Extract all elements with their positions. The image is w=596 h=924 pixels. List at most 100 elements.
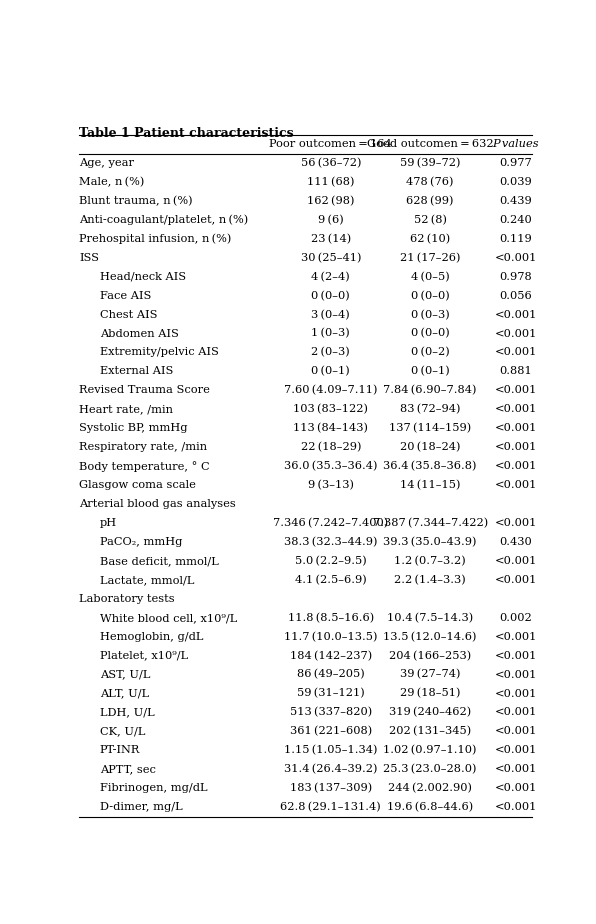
Text: 22 (18–29): 22 (18–29) xyxy=(300,442,361,453)
Text: 0 (0–0): 0 (0–0) xyxy=(312,290,350,301)
Text: 39 (27–74): 39 (27–74) xyxy=(400,669,461,680)
Text: 9 (6): 9 (6) xyxy=(318,214,344,225)
Text: 5.0 (2.2–9.5): 5.0 (2.2–9.5) xyxy=(295,555,367,566)
Text: ISS: ISS xyxy=(79,253,99,262)
Text: Good outcomen = 632: Good outcomen = 632 xyxy=(367,139,493,149)
Text: 59 (31–121): 59 (31–121) xyxy=(297,688,365,699)
Text: 11.7 (10.0–13.5): 11.7 (10.0–13.5) xyxy=(284,631,378,642)
Text: <0.001: <0.001 xyxy=(495,556,537,565)
Text: 162 (98): 162 (98) xyxy=(307,196,355,206)
Text: Platelet, x10⁹/L: Platelet, x10⁹/L xyxy=(100,650,188,661)
Text: 113 (84–143): 113 (84–143) xyxy=(293,423,368,433)
Text: External AIS: External AIS xyxy=(100,367,173,376)
Text: 0.439: 0.439 xyxy=(499,196,532,206)
Text: 202 (131–345): 202 (131–345) xyxy=(389,726,471,736)
Text: 62.8 (29.1–131.4): 62.8 (29.1–131.4) xyxy=(281,802,381,812)
Text: <0.001: <0.001 xyxy=(495,480,537,490)
Text: Body temperature, ° C: Body temperature, ° C xyxy=(79,461,210,471)
Text: pH: pH xyxy=(100,518,117,528)
Text: Hemoglobin, g/dL: Hemoglobin, g/dL xyxy=(100,632,203,641)
Text: 83 (72–94): 83 (72–94) xyxy=(400,404,461,415)
Text: 0 (0–3): 0 (0–3) xyxy=(411,310,449,320)
Text: Fibrinogen, mg/dL: Fibrinogen, mg/dL xyxy=(100,784,207,793)
Text: <0.001: <0.001 xyxy=(495,310,537,320)
Text: 0.056: 0.056 xyxy=(499,291,532,300)
Text: PT-INR: PT-INR xyxy=(100,746,140,755)
Text: <0.001: <0.001 xyxy=(495,405,537,414)
Text: Base deficit, mmol/L: Base deficit, mmol/L xyxy=(100,556,219,565)
Text: Head/neck AIS: Head/neck AIS xyxy=(100,272,186,282)
Text: 62 (10): 62 (10) xyxy=(410,234,451,244)
Text: 628 (99): 628 (99) xyxy=(406,196,454,206)
Text: 29 (18–51): 29 (18–51) xyxy=(400,688,461,699)
Text: <0.001: <0.001 xyxy=(495,632,537,641)
Text: <0.001: <0.001 xyxy=(495,764,537,774)
Text: 513 (337–820): 513 (337–820) xyxy=(290,707,372,718)
Text: 59 (39–72): 59 (39–72) xyxy=(400,158,461,168)
Text: <0.001: <0.001 xyxy=(495,461,537,471)
Text: 4.1 (2.5–6.9): 4.1 (2.5–6.9) xyxy=(295,575,367,585)
Text: 21 (17–26): 21 (17–26) xyxy=(400,252,461,263)
Text: 478 (76): 478 (76) xyxy=(406,176,454,188)
Text: CK, U/L: CK, U/L xyxy=(100,726,145,736)
Text: 23 (14): 23 (14) xyxy=(311,234,351,244)
Text: <0.001: <0.001 xyxy=(495,650,537,661)
Text: 38.3 (32.3–44.9): 38.3 (32.3–44.9) xyxy=(284,537,378,547)
Text: Glasgow coma scale: Glasgow coma scale xyxy=(79,480,196,490)
Text: 52 (8): 52 (8) xyxy=(414,214,446,225)
Text: 0 (0–1): 0 (0–1) xyxy=(312,366,350,377)
Text: Systolic BP, mmHg: Systolic BP, mmHg xyxy=(79,423,188,433)
Text: <0.001: <0.001 xyxy=(495,708,537,717)
Text: 19.6 (6.8–44.6): 19.6 (6.8–44.6) xyxy=(387,802,473,812)
Text: 4 (0–5): 4 (0–5) xyxy=(411,272,449,282)
Text: LDH, U/L: LDH, U/L xyxy=(100,708,154,717)
Text: 244 (2.002.90): 244 (2.002.90) xyxy=(388,784,472,794)
Text: 0.881: 0.881 xyxy=(499,367,532,376)
Text: 2.2 (1.4–3.3): 2.2 (1.4–3.3) xyxy=(395,575,466,585)
Text: Laboratory tests: Laboratory tests xyxy=(79,594,175,603)
Text: 86 (49–205): 86 (49–205) xyxy=(297,669,365,680)
Text: Heart rate, /min: Heart rate, /min xyxy=(79,405,173,414)
Text: <0.001: <0.001 xyxy=(495,746,537,755)
Text: 31.4 (26.4–39.2): 31.4 (26.4–39.2) xyxy=(284,764,378,774)
Text: Prehospital infusion, n (%): Prehospital infusion, n (%) xyxy=(79,234,231,244)
Text: APTT, sec: APTT, sec xyxy=(100,764,156,774)
Text: 0 (0–2): 0 (0–2) xyxy=(411,347,449,358)
Text: 7.60 (4.09–7.11): 7.60 (4.09–7.11) xyxy=(284,385,378,395)
Text: Extremity/pelvic AIS: Extremity/pelvic AIS xyxy=(100,347,219,358)
Text: 11.8 (8.5–16.6): 11.8 (8.5–16.6) xyxy=(288,613,374,623)
Text: 9 (3–13): 9 (3–13) xyxy=(308,480,354,491)
Text: Respiratory rate, /min: Respiratory rate, /min xyxy=(79,443,207,452)
Text: 103 (83–122): 103 (83–122) xyxy=(293,404,368,415)
Text: 30 (25–41): 30 (25–41) xyxy=(300,252,361,263)
Text: 39.3 (35.0–43.9): 39.3 (35.0–43.9) xyxy=(383,537,477,547)
Text: 184 (142–237): 184 (142–237) xyxy=(290,650,372,661)
Text: 0.039: 0.039 xyxy=(499,177,532,187)
Text: <0.001: <0.001 xyxy=(495,423,537,433)
Text: Poor outcomen = 164: Poor outcomen = 164 xyxy=(269,139,392,149)
Text: 1 (0–3): 1 (0–3) xyxy=(312,328,350,339)
Text: 7.387 (7.344–7.422): 7.387 (7.344–7.422) xyxy=(372,517,488,529)
Text: 0.430: 0.430 xyxy=(499,537,532,547)
Text: 0 (0–0): 0 (0–0) xyxy=(411,328,449,339)
Text: D-dimer, mg/L: D-dimer, mg/L xyxy=(100,802,182,812)
Text: Age, year: Age, year xyxy=(79,158,134,168)
Text: <0.001: <0.001 xyxy=(495,385,537,395)
Text: 111 (68): 111 (68) xyxy=(307,176,355,188)
Text: 1.15 (1.05–1.34): 1.15 (1.05–1.34) xyxy=(284,745,378,756)
Text: 183 (137–309): 183 (137–309) xyxy=(290,784,372,794)
Text: <0.001: <0.001 xyxy=(495,443,537,452)
Text: <0.001: <0.001 xyxy=(495,670,537,679)
Text: <0.001: <0.001 xyxy=(495,253,537,262)
Text: 361 (221–608): 361 (221–608) xyxy=(290,726,372,736)
Text: Male, n (%): Male, n (%) xyxy=(79,176,144,188)
Text: 36.4 (35.8–36.8): 36.4 (35.8–36.8) xyxy=(383,461,477,471)
Text: 56 (36–72): 56 (36–72) xyxy=(300,158,361,168)
Text: 0.240: 0.240 xyxy=(499,215,532,225)
Text: White blood cell, x10⁹/L: White blood cell, x10⁹/L xyxy=(100,613,237,623)
Text: 0 (0–0): 0 (0–0) xyxy=(411,290,449,301)
Text: <0.001: <0.001 xyxy=(495,688,537,699)
Text: 4 (2–4): 4 (2–4) xyxy=(312,272,350,282)
Text: 0.978: 0.978 xyxy=(499,272,532,282)
Text: Blunt trauma, n (%): Blunt trauma, n (%) xyxy=(79,196,193,206)
